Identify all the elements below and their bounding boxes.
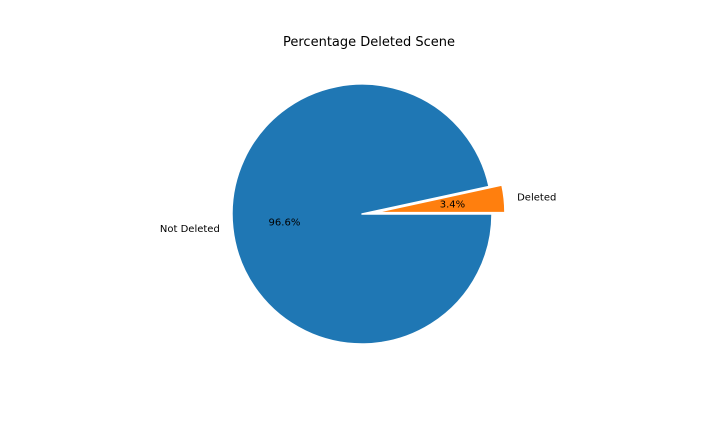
pie-slices [231,83,506,345]
slice-pct-deleted: 3.4% [440,199,465,210]
pie-slice-deleted [374,184,506,214]
chart-title: Percentage Deleted Scene [283,35,455,50]
slice-label-not-deleted: Not Deleted [160,224,220,235]
pie-slice-not-deleted [231,83,493,345]
pie-labels: Deleted 3.4% Not Deleted 96.6% [160,192,556,235]
slice-label-deleted: Deleted [517,192,556,203]
slice-pct-not-deleted: 96.6% [269,217,301,228]
